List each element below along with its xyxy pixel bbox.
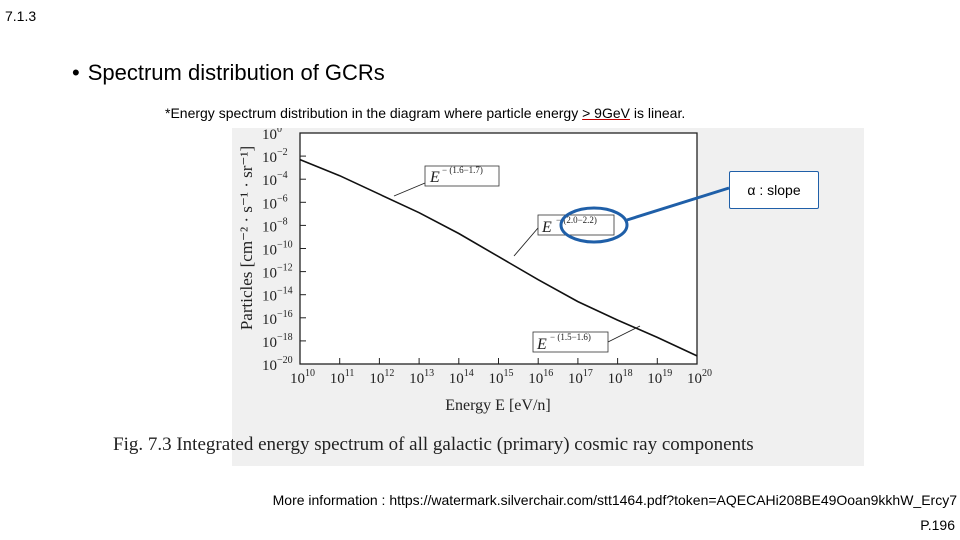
y-tick-label: 10−2 xyxy=(262,147,288,166)
slope-callout: α : slope xyxy=(729,171,819,209)
annotation-exponent: − (2.0−2.2) xyxy=(556,215,597,225)
title-bullet: • xyxy=(72,60,80,85)
y-tick-label: 10−20 xyxy=(262,355,293,374)
y-tick-label: 10−4 xyxy=(262,170,288,189)
annotation-base: E xyxy=(536,336,547,353)
x-axis-ticks: 1010 1011 1012 1013 1014 1015 1016 1017 1018 1019… xyxy=(290,358,712,387)
subtitle-underlined-energy: > 9GeV xyxy=(582,105,630,121)
page-reference: P.196 xyxy=(920,517,955,533)
x-tick-label: 1016 xyxy=(528,368,553,387)
x-tick-label: 1014 xyxy=(449,368,474,387)
y-tick-label: 10−10 xyxy=(262,240,293,259)
annotation-arrow xyxy=(393,182,426,197)
y-tick-label: 10−12 xyxy=(262,263,293,282)
annotation-base: E xyxy=(541,219,552,236)
x-tick-label: 1010 xyxy=(290,368,315,387)
annotation-exponent: − (1.6−1.7) xyxy=(442,165,483,175)
y-axis-label: Particles [cm⁻² · s⁻¹ · sr⁻¹] xyxy=(237,146,256,330)
title-text: Spectrum distribution of GCRs xyxy=(87,60,385,85)
annotation-arrow xyxy=(513,227,539,257)
y-tick-label: 10−6 xyxy=(262,193,288,212)
y-tick-label: 100 xyxy=(262,128,282,143)
y-tick-label: 10−16 xyxy=(262,309,293,328)
section-number: 7.1.3 xyxy=(5,8,37,24)
y-axis-ticks: 100 10−2 10−4 10−6 10−8 10−10 10−12 10−14 10−16 1… xyxy=(262,128,306,374)
annotation-arrow xyxy=(607,325,641,343)
annotation-high: E − (1.5−1.6) xyxy=(532,325,641,353)
x-tick-label: 1013 xyxy=(409,368,434,387)
x-tick-label: 1017 xyxy=(568,368,593,387)
spectrum-curve xyxy=(299,158,698,357)
x-axis-label: Energy E [eV/n] xyxy=(445,397,550,414)
y-tick-label: 10−8 xyxy=(262,216,288,235)
slope-callout-text: α : slope xyxy=(747,182,801,198)
subtitle-text-start: *Energy spectrum distribution in the dia… xyxy=(165,105,583,121)
x-tick-label: 1020 xyxy=(687,368,712,387)
annotation-steep-low: E − (1.6−1.7) xyxy=(393,165,500,197)
more-info-link[interactable]: More information : https://watermark.sil… xyxy=(272,492,957,508)
x-tick-label: 1015 xyxy=(489,368,514,387)
y-tick-label: 10−18 xyxy=(262,332,293,351)
subtitle-text-end: is linear. xyxy=(629,105,686,121)
annotation-base: E xyxy=(429,169,440,186)
slide-title: • Spectrum distribution of GCRs xyxy=(72,60,385,86)
annotation-box xyxy=(424,165,500,187)
x-tick-label: 1018 xyxy=(608,368,633,387)
slide-subtitle: *Energy spectrum distribution in the dia… xyxy=(165,105,685,121)
x-tick-label: 1012 xyxy=(369,368,394,387)
annotation-exponent: − (1.5−1.6) xyxy=(550,332,591,342)
figure-caption: Fig. 7.3 Integrated energy spectrum of a… xyxy=(113,434,754,455)
y-tick-label: 10−14 xyxy=(262,286,293,305)
x-tick-label: 1019 xyxy=(647,368,672,387)
x-tick-label: 1011 xyxy=(330,368,355,387)
